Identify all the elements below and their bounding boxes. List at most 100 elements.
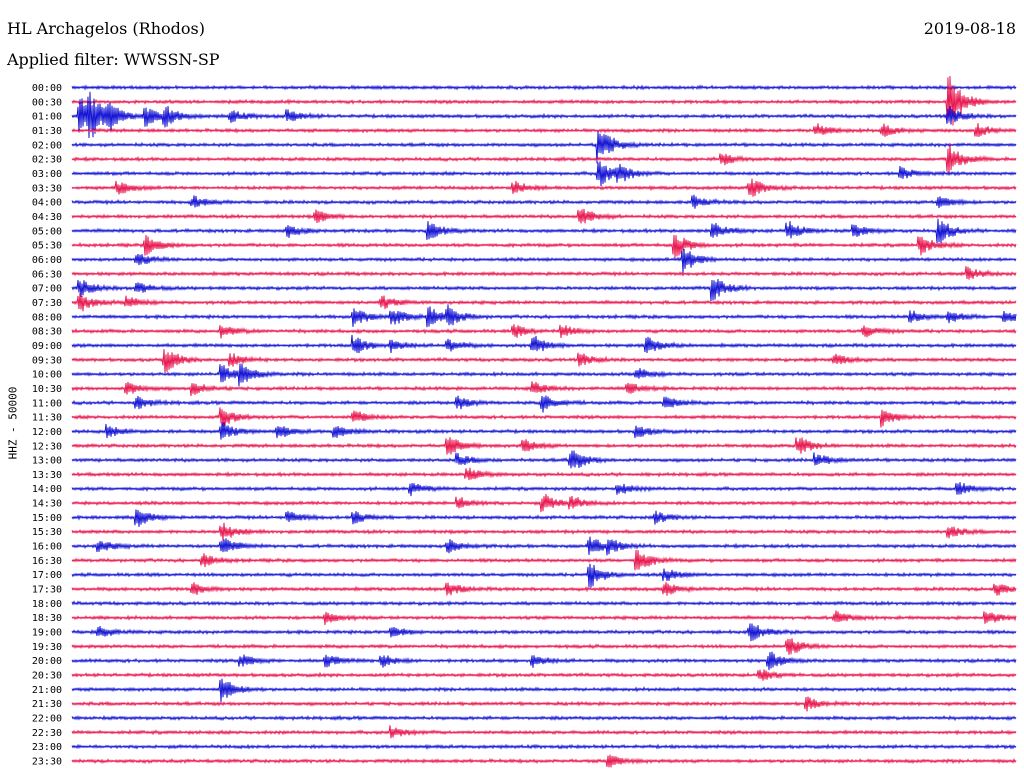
trace-0730 [71,292,1017,312]
trace-0130 [71,123,1017,137]
trace-0900 [71,334,1017,354]
time-label: 16:30 [32,556,62,567]
trace-0800 [71,304,1017,328]
trace-1230 [71,437,1017,455]
time-label: 08:30 [32,327,62,338]
trace-2030 [71,669,1017,681]
time-label: 18:30 [32,613,62,624]
trace-1700 [71,563,1017,588]
trace-0000 [71,84,1017,91]
time-label: 14:00 [32,484,62,495]
trace-1630 [71,549,1017,571]
trace-0930 [71,349,1017,373]
time-label: 12:30 [32,441,62,452]
time-label: 09:00 [32,341,62,352]
trace-2100 [71,678,1017,703]
trace-1600 [71,536,1017,556]
date-label: 2019-08-18 [923,19,1016,38]
time-label: 21:30 [32,699,62,710]
time-label: 05:30 [32,241,62,252]
time-label: 04:30 [32,212,62,223]
time-label: 22:00 [32,714,62,725]
trace-0230 [71,143,1017,173]
trace-2230 [71,725,1017,739]
time-label: 07:30 [32,298,62,309]
trace-0100 [71,91,1017,138]
time-label: 22:30 [32,728,62,739]
trace-1430 [71,494,1017,513]
time-label: 21:00 [32,685,62,696]
time-label: 14:30 [32,499,62,510]
trace-1500 [71,509,1017,527]
time-label: 11:30 [32,413,62,424]
trace-1030 [71,381,1017,397]
trace-1300 [71,450,1017,469]
time-label: 11:00 [32,398,62,409]
time-label: 04:00 [32,198,62,209]
trace-0500 [71,218,1017,244]
trace-2130 [71,696,1017,712]
time-label: 19:30 [32,642,62,653]
time-label: 01:00 [32,112,62,123]
time-label: 03:00 [32,169,62,180]
time-label: 05:00 [32,226,62,237]
trace-0330 [71,178,1017,197]
time-label: 19:00 [32,628,62,639]
trace-1530 [71,522,1017,541]
trace-2330 [71,754,1017,768]
time-label: 06:00 [32,255,62,266]
trace-1000 [71,363,1017,387]
trace-0030 [71,75,1017,126]
time-label: 20:00 [32,656,62,667]
time-label: 17:30 [32,585,62,596]
time-label: 00:00 [32,83,62,94]
station-title: HL Archagelos (Rhodos) [7,19,205,38]
trace-0830 [71,324,1017,339]
trace-0200 [71,131,1017,164]
trace-1100 [71,395,1017,413]
trace-0300 [71,161,1017,187]
time-label: 15:30 [32,527,62,538]
trace-1400 [71,482,1017,497]
time-label: 18:00 [32,599,62,610]
time-label: 23:30 [32,757,62,768]
trace-0630 [71,266,1017,280]
time-label: 01:30 [32,126,62,137]
trace-1930 [71,638,1017,655]
filter-label: Applied filter: WWSSN-SP [7,50,220,69]
time-label: 20:30 [32,671,62,682]
time-label: 17:00 [32,570,62,581]
time-label: 02:00 [32,140,62,151]
time-label: 09:30 [32,355,62,366]
time-label: 10:30 [32,384,62,395]
time-label: 13:30 [32,470,62,481]
trace-2000 [71,651,1017,671]
time-label: 06:30 [32,269,62,280]
trace-1830 [71,610,1017,625]
trace-0430 [71,208,1017,224]
time-label: 03:30 [32,183,62,194]
time-label: 08:00 [32,312,62,323]
time-label: 23:00 [32,742,62,753]
trace-2200 [71,714,1017,722]
trace-0700 [71,278,1017,302]
time-label: 15:00 [32,513,62,524]
time-label: 07:00 [32,284,62,295]
time-label: 12:00 [32,427,62,438]
time-label: 10:00 [32,370,62,381]
time-label: 16:00 [32,542,62,553]
trace-0400 [71,194,1017,209]
time-label: 02:30 [32,155,62,166]
trace-1330 [71,467,1017,481]
time-label: 00:30 [32,97,62,108]
trace-1730 [71,581,1017,596]
trace-1800 [71,600,1017,607]
trace-1900 [71,623,1017,642]
trace-2300 [71,743,1017,751]
trace-1130 [71,407,1017,428]
trace-0600 [71,248,1017,273]
trace-1200 [71,422,1017,440]
trace-0530 [71,234,1017,259]
